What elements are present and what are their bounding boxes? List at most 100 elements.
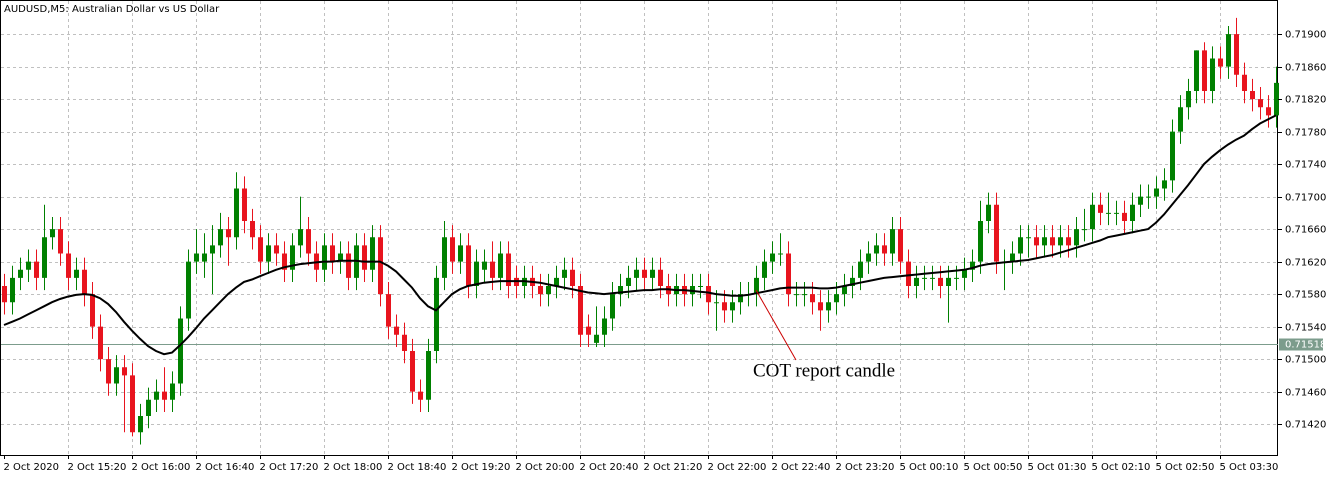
candle-body [826,302,831,311]
candle-body [1098,204,1103,213]
candle-body [962,269,967,278]
candle-body [146,399,151,416]
candle-body [386,294,391,327]
candle-body [114,367,119,384]
candle-body [1050,237,1055,246]
candle-body [1210,58,1215,91]
candle-body [754,277,759,295]
x-tick-label: 2 Oct 21:20 [644,462,703,473]
candle-body [330,245,335,262]
candle-body [858,261,863,278]
candle-body [1170,131,1175,181]
candle-body [1218,58,1223,67]
candle-body [90,294,95,327]
y-tick-label: 0.71700 [1285,193,1326,204]
candle-body [74,269,79,278]
candle-body [738,294,743,303]
candle-body [170,383,175,400]
candle-body [770,253,775,262]
candle-body [122,367,127,376]
x-tick-label: 2 Oct 18:00 [324,462,383,473]
candle-body [290,245,295,270]
candle-body [1074,229,1079,246]
candle-body [1162,180,1167,189]
candle-body [1018,237,1023,254]
candle-body [1274,82,1279,116]
x-tick-label: 5 Oct 00:10 [900,462,959,473]
x-tick-label: 2 Oct 20:00 [516,462,575,473]
candle-body [498,253,503,278]
candle-body [714,302,719,304]
x-tick-label: 5 Oct 00:50 [964,462,1023,473]
current-price-box [1279,338,1323,351]
candle-body [882,245,887,254]
candle-body [2,286,7,303]
candle-body [1250,91,1255,100]
candle-body [1026,237,1031,239]
y-tick-label: 0.71780 [1285,128,1326,139]
candle-body [866,253,871,262]
candle-body [658,269,663,286]
x-tick-label: 5 Oct 01:30 [1028,462,1087,473]
candle-body [778,253,783,255]
candle-body [978,221,983,262]
x-tick-label: 2 Oct 19:20 [452,462,511,473]
candle-body [394,326,399,335]
candle-body [458,245,463,262]
x-tick-label: 2 Oct 2020 [4,462,59,473]
candle-body [1146,196,1151,198]
candle-body [570,269,575,286]
candle-body [618,286,623,295]
candle-body [850,277,855,286]
candle-body [1178,107,1183,132]
candle-body [346,253,351,278]
y-tick-label: 0.71660 [1285,225,1326,236]
candle-body [130,375,135,433]
candle-body [442,237,447,278]
candle-body [562,269,567,278]
candle-body [786,253,791,295]
candle-body [258,237,263,262]
candle-body [930,277,935,279]
x-tick-label: 2 Oct 18:40 [388,462,447,473]
candle-body [226,229,231,238]
x-tick-label: 2 Oct 15:20 [68,462,127,473]
candle-body [26,261,31,270]
candle-body [1186,91,1191,108]
candle-body [986,204,991,221]
candle-body [842,286,847,295]
candle-body [162,391,167,400]
candle-body [378,237,383,295]
candle-body [538,286,543,295]
candle-body [482,261,487,270]
candle-body [34,261,39,278]
candle-body [1234,34,1239,75]
candle-body [954,277,959,279]
x-tick-label: 2 Oct 20:40 [580,462,639,473]
x-tick-label: 5 Oct 02:10 [1092,462,1151,473]
candle-body [922,277,927,279]
candle-body [402,334,407,351]
candle-body [890,229,895,254]
candle-body [762,261,767,278]
candle-body [730,302,735,311]
candle-body [410,351,415,392]
candle-body [154,391,159,400]
candle-body [602,318,607,335]
candle-body [282,253,287,270]
candle-body [10,277,15,303]
y-tick-label: 0.71580 [1285,290,1326,301]
candles [2,17,1279,445]
candle-body [474,261,479,286]
candle-body [42,237,47,278]
candle-body [594,334,599,343]
candle-body [818,302,823,311]
candle-body [802,294,807,296]
candle-body [1242,74,1247,91]
candle-body [650,269,655,278]
y-tick-label: 0.71540 [1285,323,1326,334]
y-tick-label: 0.71820 [1285,95,1326,106]
candle-body [202,253,207,262]
candle-body [362,245,367,270]
